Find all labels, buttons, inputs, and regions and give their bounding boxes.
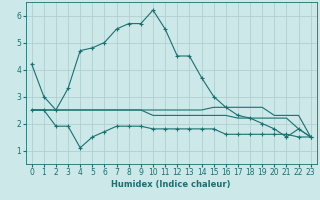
X-axis label: Humidex (Indice chaleur): Humidex (Indice chaleur) bbox=[111, 180, 231, 189]
